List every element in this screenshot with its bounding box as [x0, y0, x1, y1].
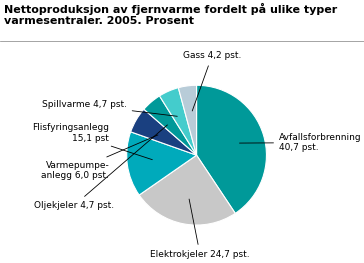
Wedge shape: [131, 109, 197, 155]
Wedge shape: [197, 85, 266, 213]
Text: Gass 4,2 pst.: Gass 4,2 pst.: [183, 52, 241, 111]
Text: Nettoproduksjon av fjernvarme fordelt på ulike typer
varmesentraler. 2005. Prose: Nettoproduksjon av fjernvarme fordelt på…: [4, 3, 337, 26]
Wedge shape: [159, 88, 197, 155]
Text: Flisfyringsanlegg
15,1 pst: Flisfyringsanlegg 15,1 pst: [32, 123, 152, 160]
Text: Spillvarme 4,7 pst.: Spillvarme 4,7 pst.: [41, 100, 177, 116]
Text: Avfallsforbrenning
40,7 pst.: Avfallsforbrenning 40,7 pst.: [240, 133, 362, 152]
Wedge shape: [127, 132, 197, 195]
Wedge shape: [178, 85, 197, 155]
Text: Elektrokjeler 24,7 pst.: Elektrokjeler 24,7 pst.: [150, 199, 250, 259]
Text: Oljekjeler 4,7 pst.: Oljekjeler 4,7 pst.: [34, 125, 167, 210]
Wedge shape: [144, 96, 197, 155]
Wedge shape: [139, 155, 235, 225]
Text: Varmepumpe-
anlegg 6,0 pst.: Varmepumpe- anlegg 6,0 pst.: [41, 135, 158, 180]
